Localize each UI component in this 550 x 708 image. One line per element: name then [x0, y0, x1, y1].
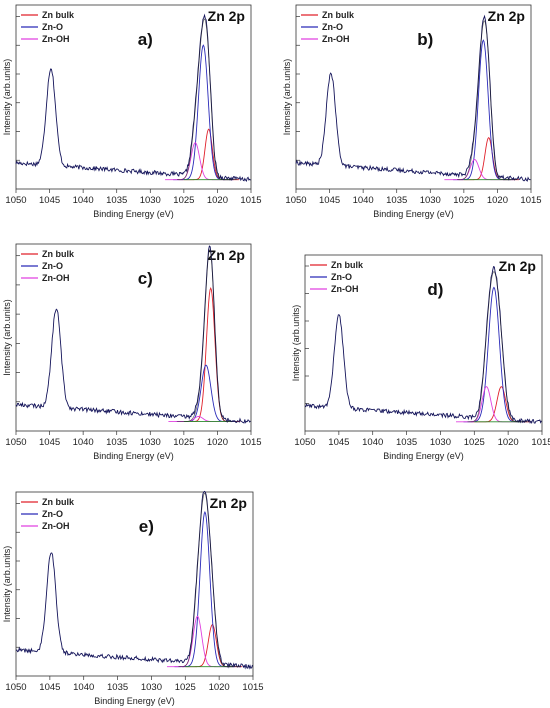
- plot-frame: [295, 4, 532, 190]
- plot-frame: [15, 243, 252, 432]
- legend-entry: Zn bulk: [331, 260, 364, 270]
- x-tick-label: 1025: [175, 682, 196, 693]
- fit-envelope: [178, 492, 240, 667]
- x-tick-label: 1045: [39, 437, 60, 448]
- fit-envelope: [177, 18, 238, 180]
- x-tick-label: 1020: [207, 195, 228, 206]
- x-tick-label: 1015: [240, 437, 261, 448]
- chart-title: Zn 2p: [210, 495, 247, 511]
- x-tick-label: 1030: [430, 437, 451, 448]
- legend-entry: Zn-OH: [331, 284, 359, 294]
- panel-label: a): [138, 30, 153, 49]
- x-tick-label: 1045: [319, 195, 340, 206]
- chart-title: Zn 2p: [488, 8, 525, 24]
- plot-frame: [15, 4, 252, 190]
- x-tick-label: 1050: [285, 195, 306, 206]
- legend-entry: Zn bulk: [322, 10, 355, 20]
- x-axis-label: Binding Energy (eV): [373, 209, 454, 219]
- x-tick-label: 1045: [39, 195, 60, 206]
- x-tick-label: 1040: [73, 682, 94, 693]
- x-tick-label: 1015: [531, 437, 550, 448]
- legend-entry: Zn-OH: [42, 521, 70, 531]
- x-tick-label: 1050: [5, 682, 26, 693]
- x-tick-label: 1040: [362, 437, 383, 448]
- x-tick-label: 1025: [464, 437, 485, 448]
- chart-panel-a: 1050 1045 1040 1035 1030 1025 1020 1015 Binding …: [2, 4, 262, 219]
- fit-peak-zn-o: [174, 510, 236, 668]
- x-tick-label: 1035: [107, 682, 128, 693]
- x-tick-label: 1050: [5, 195, 26, 206]
- chart-panel-c: 1050 1045 1040 1035 1030 1025 1020 1015 Binding …: [2, 243, 262, 461]
- y-axis-label: Intensity (arb.units): [2, 59, 12, 136]
- x-tick-label: 1040: [353, 195, 374, 206]
- y-axis-label: Intensity (arb.units): [2, 299, 12, 376]
- x-tick-label: 1030: [140, 437, 161, 448]
- fit-envelope: [177, 249, 238, 422]
- legend-entry: Zn bulk: [42, 497, 75, 507]
- chart-panel-b: 1050 1045 1040 1035 1030 1025 1020 1015 Binding …: [282, 4, 542, 219]
- x-tick-label: 1030: [140, 195, 161, 206]
- x-tick-label: 1030: [420, 195, 441, 206]
- legend-entry: Zn-O: [42, 261, 63, 271]
- legend-entry: Zn-OH: [42, 273, 70, 283]
- y-axis-label: Intensity (arb.units): [291, 305, 301, 382]
- legend-entry: Zn-OH: [42, 34, 70, 44]
- x-tick-label: 1020: [498, 437, 519, 448]
- panel-label: b): [417, 30, 433, 49]
- chart-panel-e: 1050 1045 1040 1035 1030 1025 1020 1015 Binding …: [2, 490, 264, 706]
- legend-entry: Zn-O: [42, 509, 63, 519]
- plot-frame: [15, 491, 254, 677]
- x-tick-label: 1015: [242, 682, 263, 693]
- x-tick-label: 1025: [173, 437, 194, 448]
- x-tick-label: 1035: [106, 437, 127, 448]
- x-tick-label: 1050: [5, 437, 26, 448]
- chart-title: Zn 2p: [208, 247, 245, 263]
- x-axis-label: Binding Energy (eV): [93, 209, 174, 219]
- fit-envelope: [467, 271, 529, 423]
- legend-entry: Zn bulk: [42, 10, 75, 20]
- x-tick-label: 1025: [453, 195, 474, 206]
- fit-peak-zn-o: [453, 39, 514, 181]
- x-tick-label: 1040: [73, 437, 94, 448]
- chart-panel-d: 1050 1045 1040 1035 1030 1025 1020 1015 Binding …: [291, 254, 550, 461]
- x-tick-label: 1020: [209, 682, 230, 693]
- legend-entry: Zn bulk: [42, 249, 75, 259]
- x-tick-label: 1025: [173, 195, 194, 206]
- legend-entry: Zn-O: [322, 22, 343, 32]
- fit-peak-zn-bulk: [180, 287, 241, 423]
- x-tick-label: 1015: [520, 195, 541, 206]
- x-tick-label: 1035: [106, 195, 127, 206]
- plot-frame: [304, 254, 543, 432]
- x-tick-label: 1030: [141, 682, 162, 693]
- chart-title: Zn 2p: [208, 8, 245, 24]
- x-tick-label: 1020: [207, 437, 228, 448]
- x-tick-label: 1020: [487, 195, 508, 206]
- fit-peak-zn-o: [175, 364, 237, 423]
- x-tick-label: 1050: [294, 437, 315, 448]
- x-axis-label: Binding Energy (eV): [383, 451, 464, 461]
- y-axis-label: Intensity (arb.units): [282, 59, 292, 136]
- x-axis-label: Binding Energy (eV): [93, 451, 174, 461]
- x-tick-label: 1040: [73, 195, 94, 206]
- x-axis-label: Binding Energy (eV): [94, 696, 175, 706]
- x-tick-label: 1035: [386, 195, 407, 206]
- legend-entry: Zn-O: [331, 272, 352, 282]
- fit-envelope: [457, 20, 518, 180]
- x-tick-label: 1045: [39, 682, 60, 693]
- x-tick-label: 1035: [396, 437, 417, 448]
- panel-label: c): [138, 269, 153, 288]
- legend-entry: Zn-OH: [322, 34, 350, 44]
- y-axis-label: Intensity (arb.units): [2, 546, 12, 623]
- legend-entry: Zn-O: [42, 22, 63, 32]
- x-tick-label: 1045: [328, 437, 349, 448]
- panel-label: e): [139, 517, 154, 536]
- x-tick-label: 1015: [240, 195, 261, 206]
- chart-title: Zn 2p: [499, 258, 536, 274]
- panel-label: d): [427, 280, 443, 299]
- fit-peak-zn-o: [463, 286, 525, 423]
